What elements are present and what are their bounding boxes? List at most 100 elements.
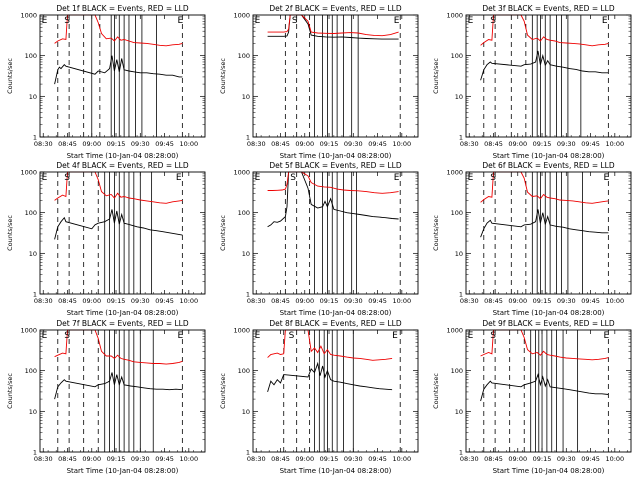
x-tick-label: 09:30 [131, 297, 150, 305]
y-tick-label: 1 [459, 134, 463, 142]
x-tick-label: 10:00 [392, 297, 411, 305]
x-axis-label: Start Time (10-Jan-04 08:28:00) [493, 152, 605, 160]
x-tick-label: 08:45 [58, 455, 77, 463]
lld-series-line [54, 171, 183, 204]
x-tick-label: 09:45 [155, 140, 174, 148]
y-axis-label: Counts/sec [219, 215, 227, 251]
x-tick-label: 08:30 [460, 140, 479, 148]
panel-det-1: Det 1f BLACK = Events, RED = LLD Counts/s… [6, 4, 206, 160]
marker-label: E [604, 173, 610, 183]
marker-label: E [178, 331, 184, 341]
y-tick-label: 10 [29, 250, 37, 258]
panel-det-2: Det 2f BLACK = Events, RED = LLD Counts/s… [219, 4, 419, 160]
lld-series-line [54, 329, 183, 365]
y-tick-label: 10 [242, 250, 250, 258]
x-tick-label: 10:00 [392, 140, 411, 148]
y-tick-label: 1000 [20, 327, 37, 335]
x-tick-label: 08:30 [34, 455, 53, 463]
x-tick-label: 09:00 [82, 297, 101, 305]
y-tick-label: 1 [459, 449, 463, 457]
x-tick-label: 09:15 [320, 455, 339, 463]
panel-title: Det 2f BLACK = Events, RED = LLD [269, 4, 402, 13]
x-tick-label: 09:45 [581, 140, 600, 148]
y-tick-label: 100 [238, 367, 250, 375]
y-tick-label: 10 [29, 93, 37, 101]
marker-label: S [292, 16, 298, 26]
x-tick-label: 10:00 [179, 140, 198, 148]
x-tick-label: 09:30 [557, 297, 576, 305]
x-tick-label: 09:45 [155, 297, 174, 305]
y-tick-label: 1000 [233, 12, 250, 20]
panel-title: Det 7f BLACK = Events, RED = LLD [56, 319, 189, 328]
marker-label: E [468, 16, 474, 26]
lld-series-line [267, 14, 399, 37]
marker-label: S [289, 331, 295, 341]
y-tick-label: 100 [238, 209, 250, 217]
marker-label: E [394, 173, 400, 183]
y-tick-label: 1000 [233, 169, 250, 177]
x-tick-label: 09:45 [581, 455, 600, 463]
y-axis-label: Counts/sec [432, 373, 440, 409]
marker-label: E [255, 16, 261, 26]
x-tick-label: 09:15 [107, 297, 126, 305]
x-tick-label: 08:45 [271, 297, 290, 305]
y-tick-label: 1 [33, 291, 37, 299]
marker-label: E [392, 331, 398, 341]
x-tick-label: 08:45 [58, 140, 77, 148]
x-tick-label: 10:00 [179, 297, 198, 305]
x-axis-label: Start Time (10-Jan-04 08:28:00) [493, 467, 605, 475]
marker-label: E [255, 331, 261, 341]
x-tick-label: 09:00 [508, 140, 527, 148]
panel-title: Det 1f BLACK = Events, RED = LLD [56, 4, 189, 13]
plot-frame [465, 171, 632, 295]
y-tick-label: 10 [242, 408, 250, 416]
y-axis-label: Counts/sec [6, 215, 14, 251]
y-tick-label: 1 [246, 449, 250, 457]
panel-det-6: Det 6f BLACK = Events, RED = LLD Counts/s… [432, 161, 632, 317]
events-series-line [267, 171, 399, 228]
marker-label: E [394, 16, 400, 26]
marker-label: E [42, 16, 48, 26]
x-tick-label: 09:30 [557, 140, 576, 148]
x-tick-label: 09:00 [82, 455, 101, 463]
plot-frame [252, 14, 419, 138]
plot-frame [39, 14, 206, 138]
x-tick-label: 08:45 [271, 455, 290, 463]
marker-label: S [490, 331, 496, 341]
events-series-line [54, 372, 183, 400]
y-axis-label: Counts/sec [219, 58, 227, 94]
lld-series-line [480, 329, 609, 361]
x-axis-label: Start Time (10-Jan-04 08:28:00) [493, 309, 605, 317]
events-series-line [267, 361, 393, 393]
events-series-line [480, 373, 609, 402]
marker-label: S [64, 16, 70, 26]
panel-title: Det 6f BLACK = Events, RED = LLD [482, 161, 615, 170]
y-tick-label: 1 [246, 134, 250, 142]
y-tick-label: 100 [451, 52, 463, 60]
panel-det-7: Det 7f BLACK = Events, RED = LLD Counts/s… [6, 319, 206, 475]
events-series-line [267, 14, 399, 40]
y-tick-label: 1 [33, 449, 37, 457]
y-tick-label: 10 [455, 93, 463, 101]
marker-label: E [255, 173, 261, 183]
lld-series-line [480, 14, 609, 47]
x-tick-label: 09:00 [508, 297, 527, 305]
marker-label: S [64, 173, 70, 183]
marker-label: E [602, 16, 608, 26]
x-tick-label: 09:00 [295, 455, 314, 463]
marker-label: S [64, 331, 70, 341]
plot-frame [252, 171, 419, 295]
y-tick-label: 1000 [20, 12, 37, 20]
plot-frame [465, 329, 632, 453]
plot-frame [465, 14, 632, 138]
x-tick-label: 09:15 [320, 140, 339, 148]
y-tick-label: 1 [33, 134, 37, 142]
events-series-line [54, 209, 183, 240]
y-tick-label: 1000 [446, 169, 463, 177]
y-tick-label: 10 [455, 250, 463, 258]
x-tick-label: 08:45 [484, 297, 503, 305]
events-series-line [54, 55, 183, 85]
marker-label: S [490, 16, 496, 26]
x-tick-label: 10:00 [605, 455, 624, 463]
